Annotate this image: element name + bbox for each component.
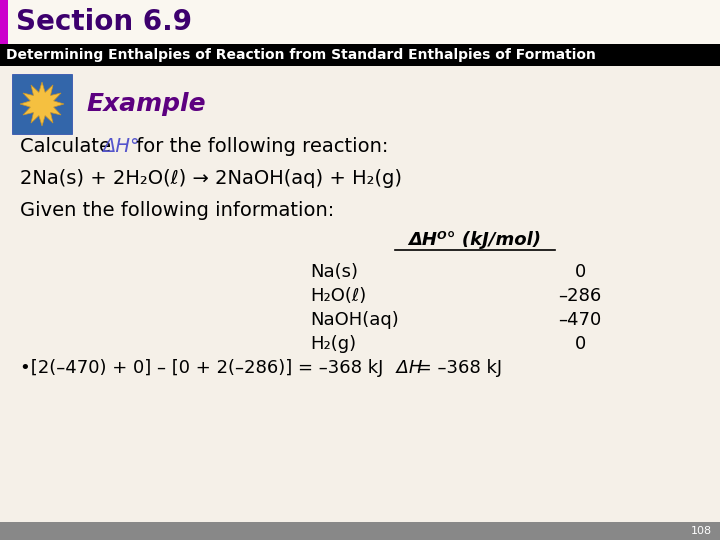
Text: Given the following information:: Given the following information:	[20, 200, 334, 219]
Text: –470: –470	[559, 311, 602, 329]
Text: 0: 0	[575, 263, 585, 281]
Circle shape	[37, 93, 53, 110]
Circle shape	[37, 96, 53, 112]
Text: Calculate: Calculate	[20, 137, 117, 156]
Text: = –368 kJ: = –368 kJ	[411, 359, 502, 377]
Text: ΔHᴼ° (kJ/mol): ΔHᴼ° (kJ/mol)	[408, 231, 541, 249]
Text: 2Na(s) + 2H₂O(ℓ) → 2NaOH(aq) + H₂(g): 2Na(s) + 2H₂O(ℓ) → 2NaOH(aq) + H₂(g)	[20, 168, 402, 187]
Circle shape	[32, 93, 48, 110]
Text: •[2(–470) + 0] – [0 + 2(–286)] = –368 kJ: •[2(–470) + 0] – [0 + 2(–286)] = –368 kJ	[20, 359, 383, 377]
Text: 0: 0	[575, 335, 585, 353]
Text: ΔH: ΔH	[385, 359, 423, 377]
Text: ΔH°: ΔH°	[102, 137, 140, 156]
FancyBboxPatch shape	[0, 66, 720, 522]
FancyBboxPatch shape	[0, 0, 720, 44]
Circle shape	[32, 98, 48, 114]
Circle shape	[37, 98, 53, 114]
Text: for the following reaction:: for the following reaction:	[130, 137, 388, 156]
FancyBboxPatch shape	[0, 44, 720, 66]
Text: 108: 108	[691, 526, 712, 536]
Text: –286: –286	[559, 287, 602, 305]
Polygon shape	[20, 82, 64, 126]
Circle shape	[34, 99, 50, 115]
FancyBboxPatch shape	[0, 0, 8, 44]
Text: H₂(g): H₂(g)	[310, 335, 356, 353]
Text: Determining Enthalpies of Reaction from Standard Enthalpies of Formation: Determining Enthalpies of Reaction from …	[6, 48, 596, 62]
Text: Section 6.9: Section 6.9	[16, 8, 192, 36]
Text: Na(s): Na(s)	[310, 263, 358, 281]
FancyBboxPatch shape	[0, 522, 720, 540]
Circle shape	[31, 96, 47, 112]
Text: H₂O(ℓ): H₂O(ℓ)	[310, 287, 366, 305]
Circle shape	[34, 93, 50, 109]
Text: NaOH(aq): NaOH(aq)	[310, 311, 399, 329]
Text: Example: Example	[86, 92, 206, 116]
FancyBboxPatch shape	[12, 74, 72, 134]
